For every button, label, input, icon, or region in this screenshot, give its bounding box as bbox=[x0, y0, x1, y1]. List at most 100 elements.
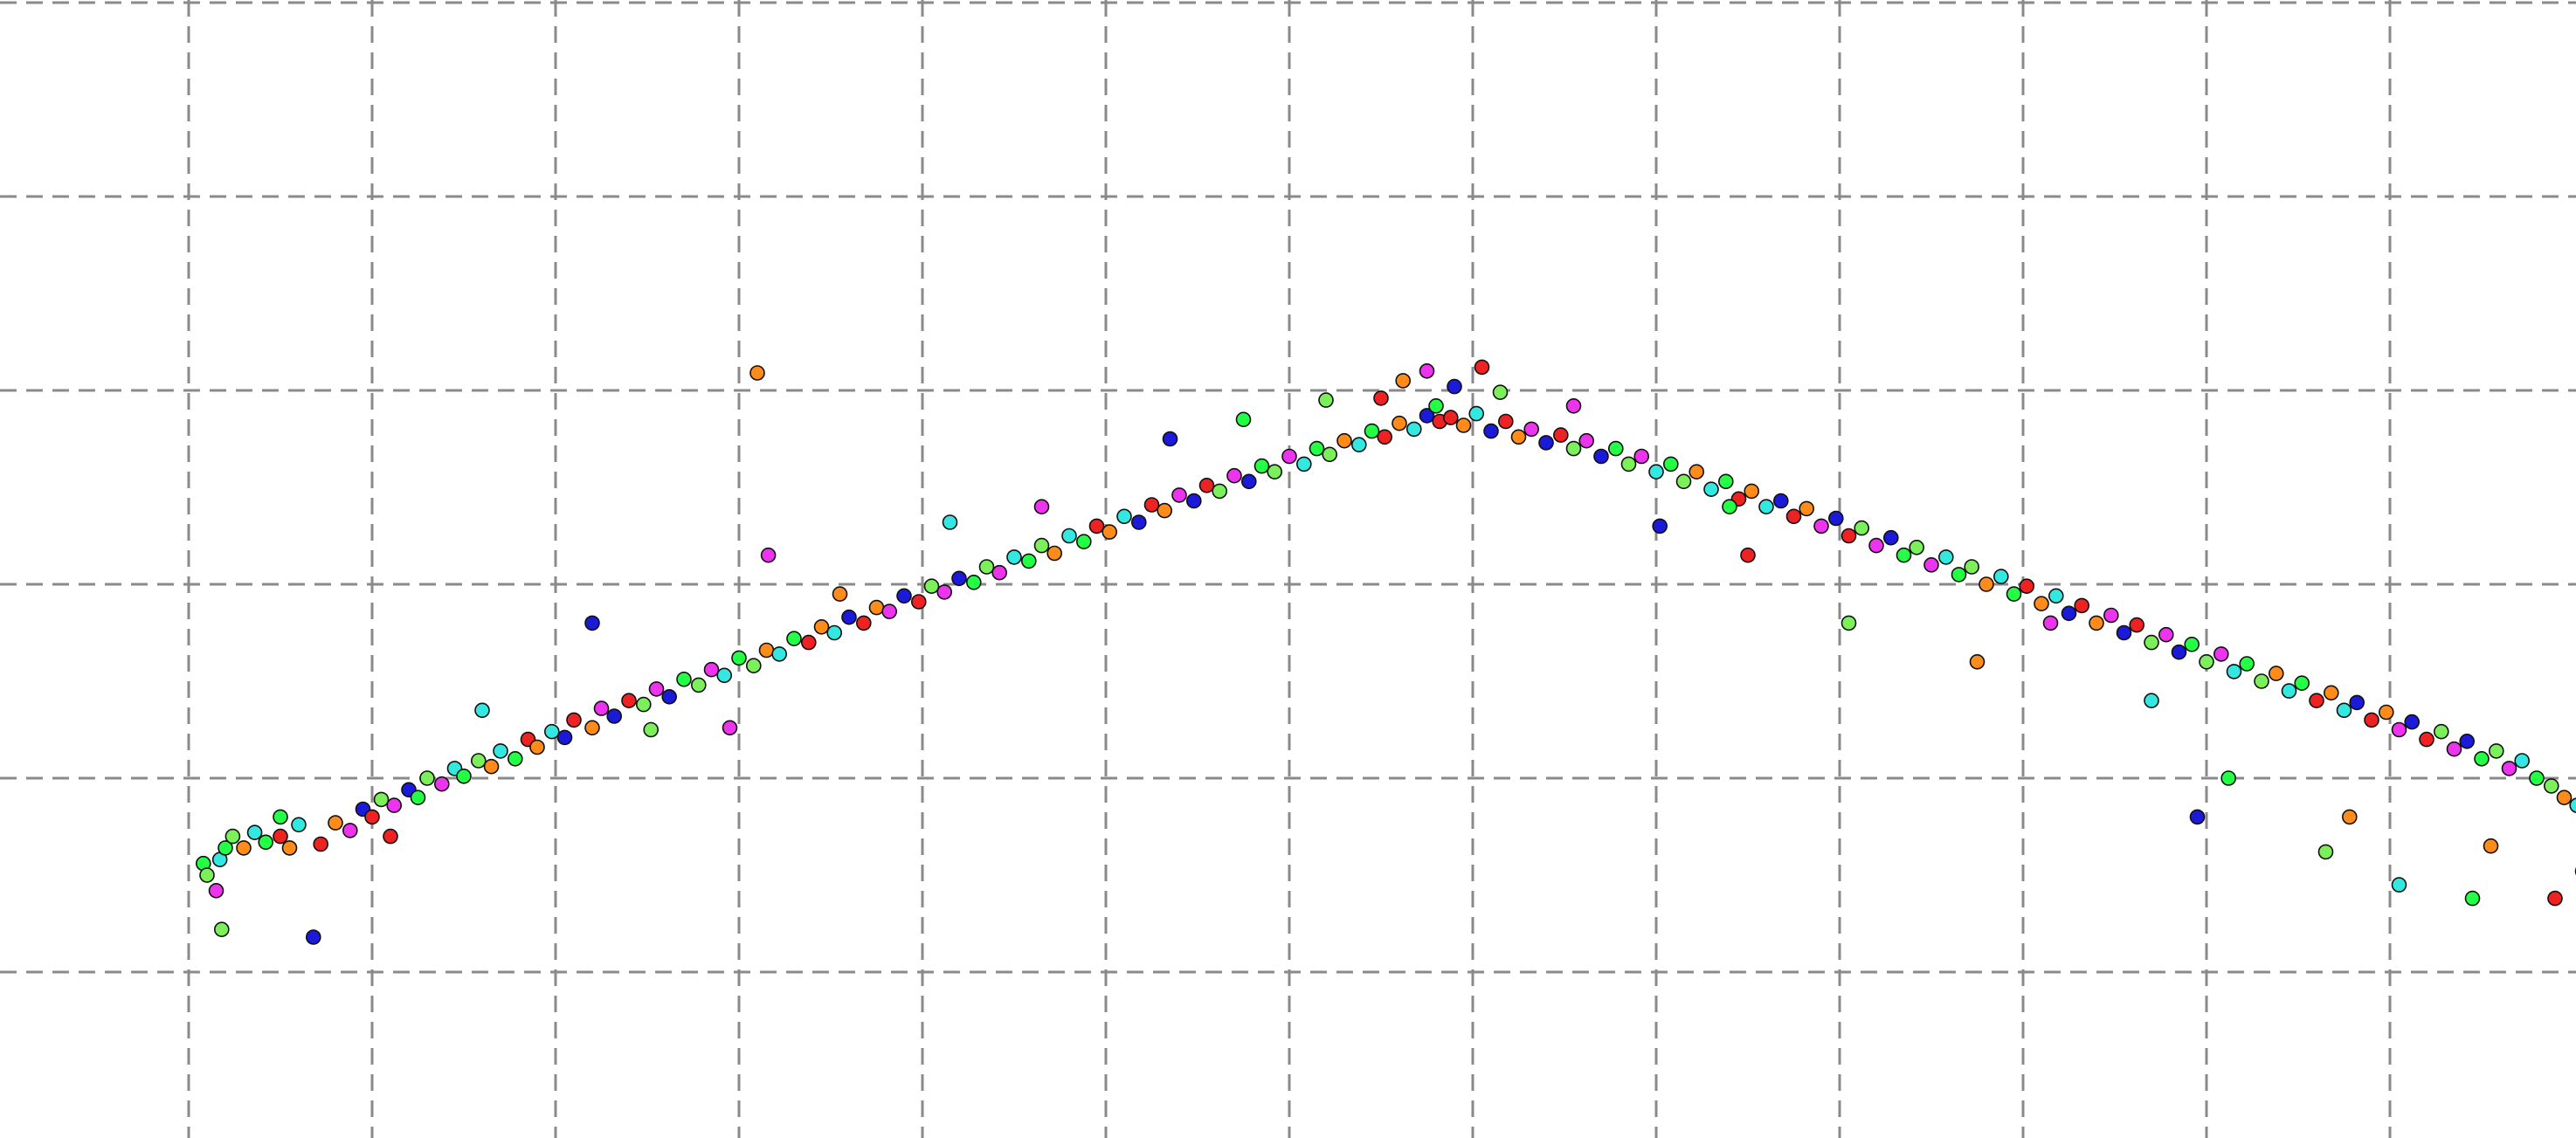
scatter-point bbox=[2199, 653, 2214, 670]
scatter-point bbox=[218, 840, 233, 856]
scatter-point bbox=[2349, 694, 2365, 711]
scatter-point bbox=[386, 797, 403, 813]
scatter-point bbox=[855, 615, 872, 631]
scatter-point bbox=[881, 603, 898, 619]
scatter-point bbox=[1373, 390, 1389, 406]
scatter-point bbox=[1883, 529, 1899, 546]
scatter-point bbox=[911, 594, 927, 610]
scatter-point bbox=[1813, 518, 1829, 535]
scatter-point bbox=[1377, 429, 1392, 445]
scatter-point bbox=[813, 618, 830, 635]
scatter-point bbox=[1938, 549, 1954, 565]
scatter-point bbox=[364, 809, 380, 825]
scatter-point bbox=[2514, 753, 2530, 769]
scatter-point bbox=[1979, 576, 1994, 592]
scatter-point bbox=[716, 667, 733, 684]
scatter-point bbox=[1565, 397, 1582, 414]
scatter-point bbox=[584, 720, 600, 736]
scatter-point bbox=[2144, 693, 2159, 709]
scatter-point bbox=[1395, 373, 1411, 389]
scatter-point bbox=[1392, 415, 1407, 431]
scatter-point bbox=[1785, 508, 1802, 525]
scatter-point bbox=[2019, 578, 2034, 595]
scatter-point bbox=[978, 559, 995, 575]
scatter-point bbox=[2116, 624, 2132, 641]
scatter-point bbox=[648, 681, 665, 697]
scatter-point bbox=[2213, 646, 2229, 662]
scatter-point bbox=[493, 743, 508, 759]
scatter-point bbox=[2547, 890, 2563, 907]
scatter-point bbox=[1553, 427, 1569, 443]
scatter-point bbox=[199, 867, 215, 883]
scatter-point bbox=[208, 882, 224, 899]
scatter-point bbox=[2226, 664, 2242, 679]
scatter-point bbox=[760, 547, 777, 563]
scatter-point bbox=[786, 631, 802, 647]
scatter-point bbox=[1510, 429, 1527, 445]
scatter-point bbox=[1483, 423, 1499, 439]
scatter-point bbox=[1226, 467, 1242, 484]
scatter-point bbox=[1923, 556, 1939, 573]
scatter-point bbox=[2391, 877, 2407, 893]
scatter-point bbox=[410, 790, 426, 806]
scatter-point bbox=[1318, 392, 1334, 408]
scatter-point bbox=[556, 729, 573, 746]
scatter-point bbox=[606, 708, 623, 724]
scatter-point bbox=[1969, 653, 1986, 670]
scatter-point bbox=[258, 834, 274, 851]
scatter-point bbox=[273, 809, 288, 825]
scatter-point bbox=[991, 564, 1007, 581]
scatter-point bbox=[758, 642, 775, 659]
scatter-point bbox=[1675, 473, 1692, 490]
scatter-point bbox=[1006, 549, 1022, 565]
scatter-point bbox=[2129, 617, 2144, 633]
scatter-point bbox=[1419, 362, 1435, 379]
scatter-point bbox=[1309, 440, 1325, 457]
scatter-point bbox=[942, 514, 958, 530]
scatter-point bbox=[1799, 500, 1814, 517]
scatter-point bbox=[2074, 597, 2089, 614]
scatter-point bbox=[2294, 675, 2310, 692]
scatter-point bbox=[1021, 553, 1037, 569]
scatter-point bbox=[1447, 378, 1462, 395]
scatter-point bbox=[224, 828, 241, 845]
scatter-point bbox=[419, 770, 435, 786]
scatter-point bbox=[1854, 520, 1869, 536]
scatter-point bbox=[543, 723, 560, 740]
scatter-point bbox=[1102, 524, 1117, 540]
scatter-point bbox=[1267, 464, 1282, 480]
scatter-point bbox=[2042, 615, 2059, 631]
scatter-point bbox=[661, 688, 678, 705]
scatter-point bbox=[722, 720, 738, 736]
scatter-point bbox=[832, 586, 848, 602]
scatter-point bbox=[2189, 809, 2206, 825]
scatter-point bbox=[1364, 423, 1380, 439]
scatter-point bbox=[2379, 704, 2394, 721]
scatter-point bbox=[2434, 723, 2449, 740]
scatter-point bbox=[2556, 790, 2573, 806]
scatter-point bbox=[1088, 518, 1105, 535]
scatter-point bbox=[1428, 397, 1444, 414]
scatter-point bbox=[2446, 741, 2462, 757]
scatter-point bbox=[1336, 432, 1352, 449]
scatter-point bbox=[1455, 417, 1472, 433]
scatter-point bbox=[2483, 838, 2499, 854]
scatter-point bbox=[1162, 431, 1178, 447]
scatter-point bbox=[2171, 644, 2187, 660]
scatter-point bbox=[2269, 666, 2284, 681]
scatter-point bbox=[1131, 514, 1147, 530]
scatter-point bbox=[1593, 448, 1609, 465]
scatter-point bbox=[1061, 528, 1077, 544]
scatter-point bbox=[1235, 411, 1252, 428]
scatter-point bbox=[1253, 458, 1270, 474]
scatter-point bbox=[2144, 634, 2159, 651]
scatter-point bbox=[1351, 437, 1367, 453]
scatter-point bbox=[1565, 440, 1582, 457]
scatter-point bbox=[456, 768, 472, 784]
scatter-point bbox=[1296, 456, 1312, 472]
scatter-point bbox=[749, 365, 765, 381]
scatter-point bbox=[923, 578, 940, 595]
scatter-point bbox=[2317, 844, 2334, 860]
scatter-point bbox=[1633, 448, 1649, 465]
